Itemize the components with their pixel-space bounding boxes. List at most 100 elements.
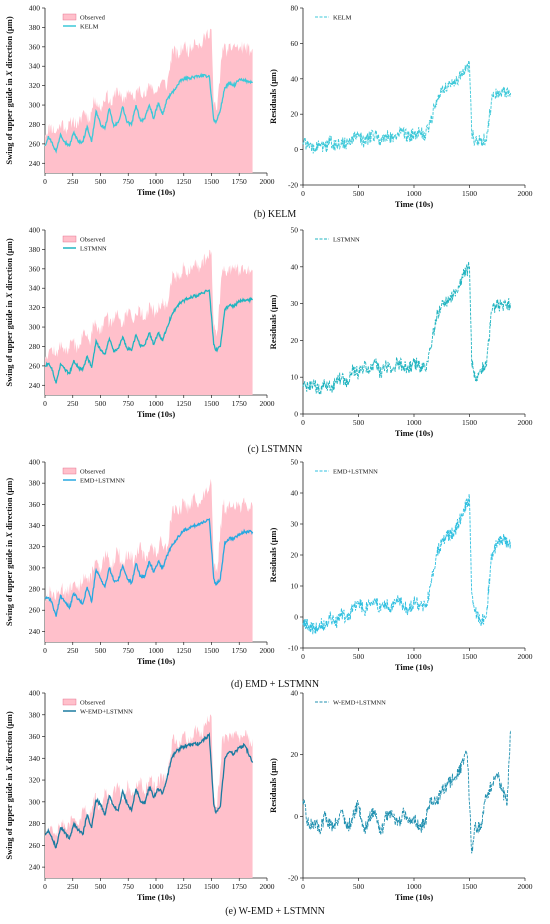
panel-caption: (d) EMD + LSTMNN <box>231 679 319 690</box>
predicted-line <box>44 72 254 154</box>
y-axis-label: Residuals (μm) <box>268 295 278 350</box>
observed-area <box>45 249 253 395</box>
y-tick-label: 240 <box>29 627 41 636</box>
x-tick-label: 1000 <box>149 177 164 186</box>
y-tick-label: 280 <box>29 342 41 351</box>
residual-line <box>302 59 512 154</box>
y-tick-label: 260 <box>29 606 41 615</box>
y-tick-label: 300 <box>29 101 41 110</box>
x-tick-label: 1000 <box>407 652 422 661</box>
y-tick-label: 320 <box>29 81 41 90</box>
predicted-line <box>45 732 254 849</box>
y-tick-label: 50 <box>291 226 299 235</box>
legend-predicted-label: LSTMNN <box>80 246 107 253</box>
x-tick-label: 1750 <box>232 399 247 408</box>
y-tick-label: 400 <box>29 226 41 235</box>
y-tick-label: 340 <box>29 754 41 763</box>
x-tick-label: 1500 <box>204 177 219 186</box>
y-tick-label: 380 <box>29 479 41 488</box>
x-tick-label: 1250 <box>176 177 191 186</box>
predicted-line <box>44 517 254 617</box>
y-tick-label: 360 <box>29 264 41 273</box>
x-tick-label: 1000 <box>149 399 164 408</box>
x-tick-label: 1500 <box>462 652 477 661</box>
x-tick-label: 0 <box>301 418 305 427</box>
x-tick-label: 500 <box>95 177 107 186</box>
x-axis-label: Time (10s) <box>395 662 433 672</box>
y-label-prefix: Swing of upper guide in <box>4 771 14 859</box>
x-tick-label: 0 <box>43 177 47 186</box>
x-tick-label: 2000 <box>518 882 533 891</box>
legend-observed-label: Observed <box>80 700 106 707</box>
y-tick-label: 40 <box>291 262 299 271</box>
x-tick-label: 0 <box>43 882 47 891</box>
x-tick-label: 1000 <box>407 418 422 427</box>
y-tick-label: 400 <box>29 689 41 698</box>
legend-predicted-label: EMD+LSTMNN <box>80 478 125 485</box>
x-tick-label: 1750 <box>232 177 247 186</box>
legend-residual-label: KELM <box>333 15 352 22</box>
x-tick-label: 0 <box>301 882 305 891</box>
chart-prediction-1: 0 250 500 750 1000 1250 1500 1750 2000 240 260 280 3… <box>4 4 275 198</box>
x-tick-label: 0 <box>43 399 47 408</box>
legend-observed-swatch <box>62 13 77 21</box>
y-tick-label: 320 <box>29 776 41 785</box>
predicted-line <box>44 289 254 384</box>
chart-residuals-2: 0 500 1000 1500 2000 0 10 20 30 40 50 Time (10s) Res… <box>268 226 533 439</box>
legend-observed-label: Observed <box>80 469 106 476</box>
y-tick-label: 260 <box>29 361 41 370</box>
x-tick-label: 750 <box>123 399 135 408</box>
legend-predicted-label: KELM <box>80 24 99 31</box>
residual-line <box>302 494 512 635</box>
y-tick-label: -10 <box>288 644 298 653</box>
panel-caption: (c) LSTMNN <box>248 444 303 455</box>
y-label-suffix: direction (μm) <box>4 16 14 70</box>
x-tick-label: 500 <box>353 882 365 891</box>
x-tick-label: 1250 <box>176 882 191 891</box>
x-tick-label: 1000 <box>149 646 164 655</box>
y-tick-label: 280 <box>29 585 41 594</box>
x-tick-label: 250 <box>67 646 79 655</box>
y-label-suffix: direction (μm) <box>4 238 14 292</box>
x-tick-label: 750 <box>123 882 135 891</box>
y-tick-label: 340 <box>29 284 41 293</box>
y-label-variable: X <box>4 70 14 77</box>
y-axis-label: Residuals (μm) <box>268 528 278 583</box>
y-tick-label: 60 <box>291 39 299 48</box>
y-tick-label: 380 <box>29 710 41 719</box>
y-tick-label: 40 <box>291 689 299 698</box>
y-tick-label: 260 <box>29 139 41 148</box>
y-tick-label: -20 <box>288 874 298 883</box>
observed-area <box>45 28 253 174</box>
y-tick-label: 10 <box>291 373 299 382</box>
x-tick-label: 2000 <box>518 189 533 198</box>
residual-line <box>302 261 512 395</box>
legend-residual-label: EMD+LSTMNN <box>333 469 378 476</box>
y-axis-label: Swing of upper guide in X direction (μm) <box>4 711 14 859</box>
x-tick-label: 2000 <box>518 418 533 427</box>
x-tick-label: 2000 <box>260 399 275 408</box>
y-tick-label: 380 <box>29 23 41 32</box>
y-tick-label: 360 <box>29 42 41 51</box>
x-tick-label: 0 <box>43 646 47 655</box>
x-axis-label: Time (10s) <box>395 892 433 902</box>
legend-predicted-label: W-EMD+LSTMNN <box>80 709 133 716</box>
y-tick-label: 400 <box>29 458 41 467</box>
y-label-variable: X <box>4 292 14 299</box>
x-axis-label: Time (10s) <box>137 656 175 666</box>
y-tick-label: 40 <box>291 74 299 83</box>
y-tick-label: 340 <box>29 521 41 530</box>
x-tick-label: 1750 <box>232 646 247 655</box>
y-tick-label: 20 <box>291 750 299 759</box>
y-tick-label: -20 <box>288 181 298 190</box>
x-axis-label: Time (10s) <box>395 199 433 209</box>
x-tick-label: 2000 <box>260 177 275 186</box>
y-tick-label: 20 <box>291 551 299 560</box>
observed-area <box>45 714 253 878</box>
y-tick-label: 360 <box>29 500 41 509</box>
legend-observed-label: Observed <box>80 15 106 22</box>
chart-prediction-3: 0 250 500 750 1000 1250 1500 1750 2000 240 260 280 3… <box>4 458 275 667</box>
x-axis-label: Time (10s) <box>395 428 433 438</box>
